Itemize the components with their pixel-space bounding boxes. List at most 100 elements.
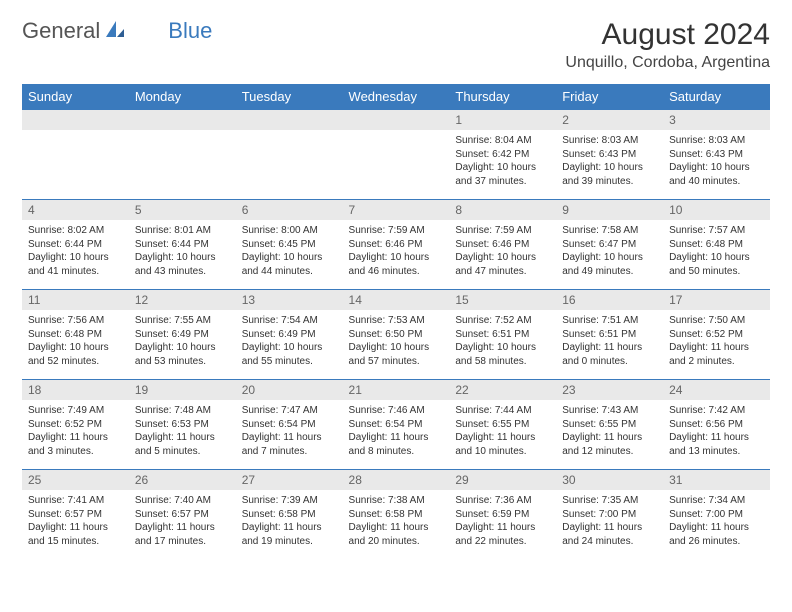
day-body: Sunrise: 7:36 AMSunset: 6:59 PMDaylight:… (449, 490, 556, 552)
calendar-cell: 16Sunrise: 7:51 AMSunset: 6:51 PMDayligh… (556, 290, 663, 380)
day-sunset: Sunset: 6:57 PM (135, 508, 230, 522)
day-number: 22 (449, 380, 556, 400)
day-daylight: Daylight: 10 hours and 52 minutes. (28, 341, 123, 368)
day-sunset: Sunset: 6:55 PM (455, 418, 550, 432)
calendar-cell (343, 110, 450, 200)
day-number (22, 110, 129, 130)
day-header: Saturday (663, 84, 770, 110)
day-body: Sunrise: 7:58 AMSunset: 6:47 PMDaylight:… (556, 220, 663, 282)
calendar-cell: 12Sunrise: 7:55 AMSunset: 6:49 PMDayligh… (129, 290, 236, 380)
day-number: 8 (449, 200, 556, 220)
title-block: August 2024 Unquillo, Cordoba, Argentina (565, 18, 770, 72)
day-header: Thursday (449, 84, 556, 110)
day-sunrise: Sunrise: 7:42 AM (669, 404, 764, 418)
day-body: Sunrise: 8:03 AMSunset: 6:43 PMDaylight:… (556, 130, 663, 192)
day-header-row: Sunday Monday Tuesday Wednesday Thursday… (22, 84, 770, 110)
day-body: Sunrise: 7:56 AMSunset: 6:48 PMDaylight:… (22, 310, 129, 372)
day-daylight: Daylight: 10 hours and 47 minutes. (455, 251, 550, 278)
day-sunset: Sunset: 6:46 PM (349, 238, 444, 252)
day-sunrise: Sunrise: 7:59 AM (349, 224, 444, 238)
day-sunset: Sunset: 7:00 PM (669, 508, 764, 522)
calendar-cell: 8Sunrise: 7:59 AMSunset: 6:46 PMDaylight… (449, 200, 556, 290)
day-sunrise: Sunrise: 7:46 AM (349, 404, 444, 418)
day-daylight: Daylight: 11 hours and 17 minutes. (135, 521, 230, 548)
header: General Blue August 2024 Unquillo, Cordo… (22, 18, 770, 72)
day-body: Sunrise: 7:38 AMSunset: 6:58 PMDaylight:… (343, 490, 450, 552)
location: Unquillo, Cordoba, Argentina (565, 54, 770, 72)
logo-word-blue: Blue (168, 18, 212, 44)
day-daylight: Daylight: 11 hours and 19 minutes. (242, 521, 337, 548)
day-sunset: Sunset: 6:55 PM (562, 418, 657, 432)
calendar-cell: 23Sunrise: 7:43 AMSunset: 6:55 PMDayligh… (556, 380, 663, 470)
day-sunrise: Sunrise: 8:01 AM (135, 224, 230, 238)
day-sunrise: Sunrise: 8:03 AM (669, 134, 764, 148)
day-daylight: Daylight: 11 hours and 0 minutes. (562, 341, 657, 368)
day-daylight: Daylight: 10 hours and 46 minutes. (349, 251, 444, 278)
calendar-cell: 13Sunrise: 7:54 AMSunset: 6:49 PMDayligh… (236, 290, 343, 380)
day-daylight: Daylight: 11 hours and 20 minutes. (349, 521, 444, 548)
day-sunset: Sunset: 6:58 PM (242, 508, 337, 522)
day-body: Sunrise: 7:40 AMSunset: 6:57 PMDaylight:… (129, 490, 236, 552)
day-body: Sunrise: 7:52 AMSunset: 6:51 PMDaylight:… (449, 310, 556, 372)
day-daylight: Daylight: 10 hours and 39 minutes. (562, 161, 657, 188)
day-sunset: Sunset: 6:46 PM (455, 238, 550, 252)
day-body: Sunrise: 7:55 AMSunset: 6:49 PMDaylight:… (129, 310, 236, 372)
day-sunrise: Sunrise: 7:58 AM (562, 224, 657, 238)
day-sunrise: Sunrise: 7:55 AM (135, 314, 230, 328)
day-sunrise: Sunrise: 7:36 AM (455, 494, 550, 508)
day-number: 9 (556, 200, 663, 220)
day-number: 18 (22, 380, 129, 400)
calendar-cell: 5Sunrise: 8:01 AMSunset: 6:44 PMDaylight… (129, 200, 236, 290)
day-sunset: Sunset: 6:50 PM (349, 328, 444, 342)
day-daylight: Daylight: 10 hours and 53 minutes. (135, 341, 230, 368)
day-header: Wednesday (343, 84, 450, 110)
day-body: Sunrise: 7:44 AMSunset: 6:55 PMDaylight:… (449, 400, 556, 462)
calendar-table: Sunday Monday Tuesday Wednesday Thursday… (22, 84, 770, 560)
calendar-cell: 31Sunrise: 7:34 AMSunset: 7:00 PMDayligh… (663, 470, 770, 560)
calendar-cell: 25Sunrise: 7:41 AMSunset: 6:57 PMDayligh… (22, 470, 129, 560)
day-number: 21 (343, 380, 450, 400)
day-sunrise: Sunrise: 7:52 AM (455, 314, 550, 328)
day-sunset: Sunset: 6:54 PM (242, 418, 337, 432)
day-daylight: Daylight: 10 hours and 44 minutes. (242, 251, 337, 278)
day-sunset: Sunset: 6:44 PM (28, 238, 123, 252)
calendar-week-row: 18Sunrise: 7:49 AMSunset: 6:52 PMDayligh… (22, 380, 770, 470)
day-header: Friday (556, 84, 663, 110)
day-sunset: Sunset: 6:49 PM (135, 328, 230, 342)
day-body: Sunrise: 7:39 AMSunset: 6:58 PMDaylight:… (236, 490, 343, 552)
day-sunset: Sunset: 6:48 PM (669, 238, 764, 252)
day-body: Sunrise: 7:35 AMSunset: 7:00 PMDaylight:… (556, 490, 663, 552)
day-sunset: Sunset: 6:59 PM (455, 508, 550, 522)
day-number: 29 (449, 470, 556, 490)
day-number: 11 (22, 290, 129, 310)
day-body: Sunrise: 7:59 AMSunset: 6:46 PMDaylight:… (343, 220, 450, 282)
day-number: 4 (22, 200, 129, 220)
day-body: Sunrise: 7:53 AMSunset: 6:50 PMDaylight:… (343, 310, 450, 372)
day-daylight: Daylight: 11 hours and 26 minutes. (669, 521, 764, 548)
day-sunset: Sunset: 6:43 PM (562, 148, 657, 162)
day-sunrise: Sunrise: 7:56 AM (28, 314, 123, 328)
day-daylight: Daylight: 10 hours and 43 minutes. (135, 251, 230, 278)
day-number (129, 110, 236, 130)
day-sunset: Sunset: 6:51 PM (455, 328, 550, 342)
day-sunset: Sunset: 6:49 PM (242, 328, 337, 342)
day-sunset: Sunset: 6:54 PM (349, 418, 444, 432)
day-sunrise: Sunrise: 8:00 AM (242, 224, 337, 238)
day-body: Sunrise: 7:54 AMSunset: 6:49 PMDaylight:… (236, 310, 343, 372)
day-body: Sunrise: 7:51 AMSunset: 6:51 PMDaylight:… (556, 310, 663, 372)
day-daylight: Daylight: 11 hours and 12 minutes. (562, 431, 657, 458)
calendar-cell: 26Sunrise: 7:40 AMSunset: 6:57 PMDayligh… (129, 470, 236, 560)
calendar-cell (22, 110, 129, 200)
calendar-cell: 19Sunrise: 7:48 AMSunset: 6:53 PMDayligh… (129, 380, 236, 470)
day-number: 17 (663, 290, 770, 310)
logo-sail-icon (104, 19, 126, 44)
day-sunset: Sunset: 6:57 PM (28, 508, 123, 522)
calendar-cell: 7Sunrise: 7:59 AMSunset: 6:46 PMDaylight… (343, 200, 450, 290)
day-body: Sunrise: 7:47 AMSunset: 6:54 PMDaylight:… (236, 400, 343, 462)
day-sunset: Sunset: 6:47 PM (562, 238, 657, 252)
logo-word-general: General (22, 18, 100, 44)
day-number: 28 (343, 470, 450, 490)
day-number: 19 (129, 380, 236, 400)
calendar-week-row: 11Sunrise: 7:56 AMSunset: 6:48 PMDayligh… (22, 290, 770, 380)
day-number: 16 (556, 290, 663, 310)
